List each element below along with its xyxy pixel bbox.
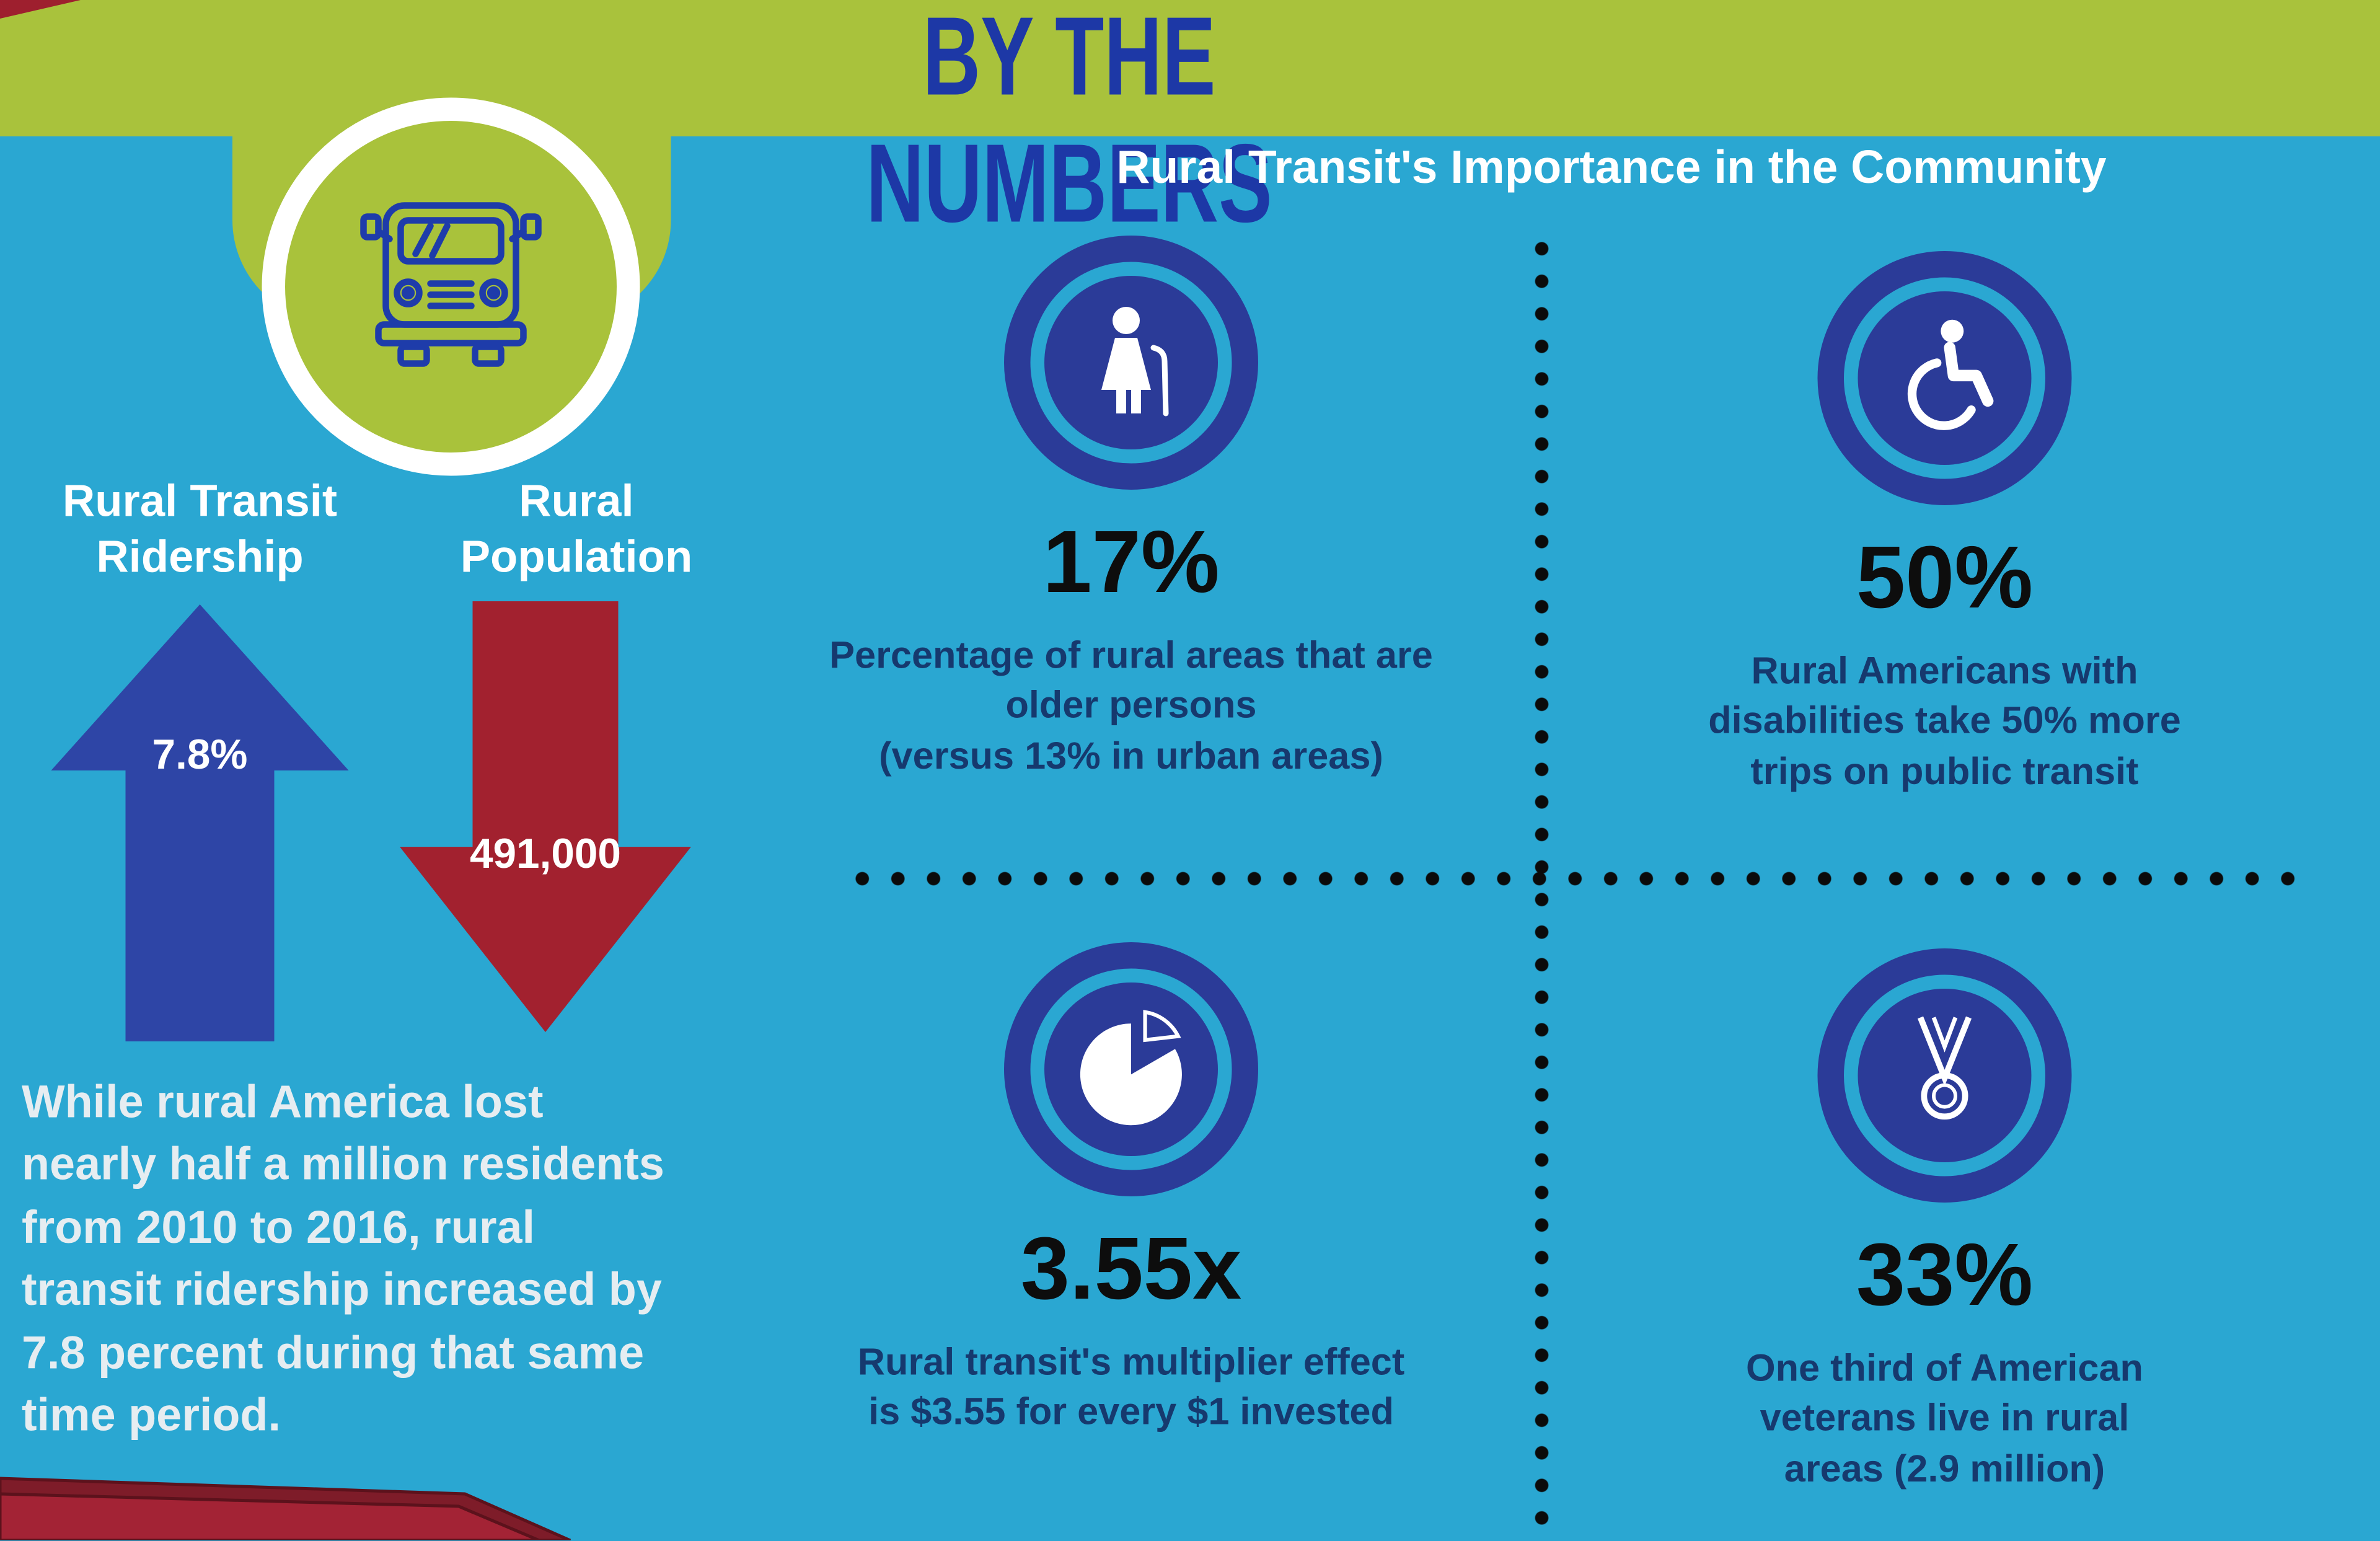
bus-icon — [349, 190, 553, 384]
ridership-label: Rural Transit Ridership — [62, 477, 338, 583]
medal-icon — [1858, 989, 2032, 1162]
stat-veterans: 33% One third of American veterans live … — [1580, 948, 2309, 1495]
page-title: BY THE NUMBERS — [866, 0, 1272, 247]
bus-badge — [262, 97, 640, 476]
population-label: Rural Population — [460, 477, 693, 583]
stat-value: 50% — [1856, 528, 2034, 628]
stat-older-persons: 17% Percentage of rural areas that are o… — [767, 236, 1496, 782]
stat-multiplier: 3.55x Rural transit's multiplier effect … — [767, 942, 1496, 1439]
stat-value: 17% — [1042, 513, 1220, 612]
ridership-change-value: 7.8% — [152, 731, 248, 778]
wheelchair-icon — [1858, 291, 2032, 465]
stat-description: Rural Americans with disabilities take 5… — [1708, 651, 2181, 793]
vertical-dotted-divider — [1534, 232, 1549, 1540]
stat-value: 33% — [1856, 1225, 2034, 1325]
stat-icon-ring — [1004, 236, 1258, 490]
horizontal-dotted-divider — [844, 871, 2301, 886]
elderly-person-icon — [1044, 276, 1218, 449]
stat-icon-ring — [1817, 251, 2072, 505]
ridership-up-arrow: 7.8% — [51, 604, 349, 1041]
community-section-title: Rural Transit's Importance in the Commun… — [1116, 143, 2107, 194]
population-down-arrow: 491,000 — [400, 601, 691, 1032]
stat-description: Rural transit's multiplier effect is $3.… — [857, 1342, 1405, 1434]
stat-icon-ring — [1004, 942, 1258, 1196]
summary-paragraph: While rural America lost nearly half a m… — [22, 1077, 664, 1442]
stat-disabilities: 50% Rural Americans with disabilities ta… — [1580, 251, 2309, 798]
stat-value: 3.55x — [1020, 1219, 1242, 1319]
population-change-value: 491,000 — [469, 831, 621, 877]
stat-description: One third of American veterans live in r… — [1745, 1348, 2143, 1491]
pie-chart-icon — [1044, 982, 1218, 1156]
stat-description: Percentage of rural areas that are older… — [829, 635, 1433, 778]
stat-icon-ring — [1817, 948, 2072, 1203]
bottom-ribbon — [0, 1477, 571, 1541]
